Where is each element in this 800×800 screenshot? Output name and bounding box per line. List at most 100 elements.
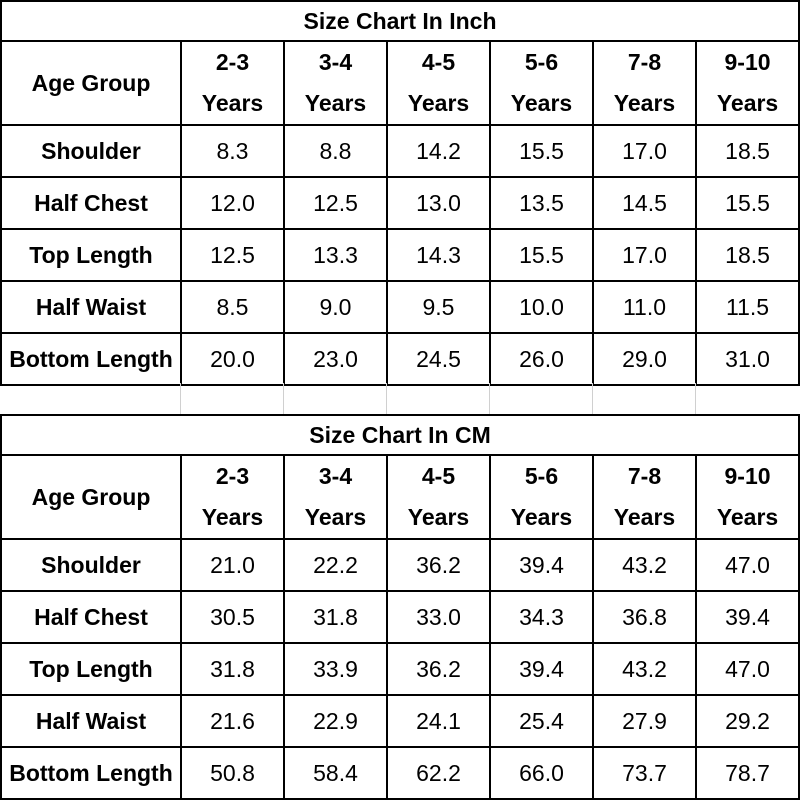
- size-table-inch: Size Chart In Inch Age Group 2-3 Years 3-…: [0, 0, 800, 386]
- value-cell: 13.5: [489, 176, 594, 230]
- table-row: Half Waist 8.5 9.0 9.5 10.0 11.0 11.5: [0, 280, 800, 334]
- age-header-cell: 9-10 Years: [694, 454, 800, 540]
- value-cell: 36.2: [386, 538, 491, 592]
- value-cell: 8.3: [180, 124, 285, 178]
- value-cell: 47.0: [694, 642, 800, 696]
- value-cell: 8.5: [180, 280, 285, 334]
- value-cell: 12.0: [180, 176, 285, 230]
- row-label: Top Length: [0, 228, 182, 282]
- age-range: 7-8: [627, 463, 662, 489]
- value-cell: 18.5: [694, 228, 800, 282]
- value-cell: 33.0: [386, 590, 491, 644]
- value-cell: 11.5: [694, 280, 800, 334]
- age-unit: Years: [716, 90, 779, 116]
- value-cell: 21.0: [180, 538, 285, 592]
- age-range: 5-6: [524, 49, 559, 75]
- age-header-cell: 4-5 Years: [386, 454, 491, 540]
- spacer-gridline: [386, 383, 387, 414]
- table-row: Bottom Length 20.0 23.0 24.5 26.0 29.0 3…: [0, 332, 800, 386]
- age-header-cell: 2-3 Years: [180, 454, 285, 540]
- value-cell: 39.4: [489, 538, 594, 592]
- age-range: 4-5: [421, 463, 456, 489]
- value-cell: 24.1: [386, 694, 491, 748]
- age-header-cell: 3-4 Years: [283, 40, 388, 126]
- header-row: Age Group 2-3 Years 3-4 Years 4-5 Years 5-6…: [0, 40, 800, 126]
- value-cell: 31.8: [180, 642, 285, 696]
- value-cell: 26.0: [489, 332, 594, 386]
- table-row: Shoulder 8.3 8.8 14.2 15.5 17.0 18.5: [0, 124, 800, 178]
- row-label: Top Length: [0, 642, 182, 696]
- table-title: Size Chart In CM: [0, 414, 800, 456]
- value-cell: 9.0: [283, 280, 388, 334]
- value-cell: 47.0: [694, 538, 800, 592]
- value-cell: 22.2: [283, 538, 388, 592]
- value-cell: 8.8: [283, 124, 388, 178]
- value-cell: 31.8: [283, 590, 388, 644]
- age-header-cell: 2-3 Years: [180, 40, 285, 126]
- value-cell: 62.2: [386, 746, 491, 800]
- value-cell: 12.5: [283, 176, 388, 230]
- age-range: 7-8: [627, 49, 662, 75]
- value-cell: 25.4: [489, 694, 594, 748]
- age-range: 3-4: [318, 463, 353, 489]
- value-cell: 78.7: [694, 746, 800, 800]
- value-cell: 13.3: [283, 228, 388, 282]
- age-unit: Years: [201, 90, 264, 116]
- age-range: 2-3: [215, 463, 250, 489]
- age-unit: Years: [510, 90, 573, 116]
- table-row: Bottom Length 50.8 58.4 62.2 66.0 73.7 7…: [0, 746, 800, 800]
- value-cell: 30.5: [180, 590, 285, 644]
- row-label: Bottom Length: [0, 746, 182, 800]
- spacer-gridline: [489, 383, 490, 414]
- age-unit: Years: [407, 90, 470, 116]
- table-row: Top Length 12.5 13.3 14.3 15.5 17.0 18.5: [0, 228, 800, 282]
- value-cell: 43.2: [592, 642, 697, 696]
- value-cell: 34.3: [489, 590, 594, 644]
- age-header-cell: 4-5 Years: [386, 40, 491, 126]
- value-cell: 39.4: [694, 590, 800, 644]
- age-range: 9-10: [724, 49, 771, 75]
- value-cell: 50.8: [180, 746, 285, 800]
- table-row: Half Chest 30.5 31.8 33.0 34.3 36.8 39.4: [0, 590, 800, 644]
- age-unit: Years: [716, 504, 779, 530]
- age-unit: Years: [613, 90, 676, 116]
- row-label: Bottom Length: [0, 332, 182, 386]
- value-cell: 73.7: [592, 746, 697, 800]
- table-row: Half Waist 21.6 22.9 24.1 25.4 27.9 29.2: [0, 694, 800, 748]
- value-cell: 10.0: [489, 280, 594, 334]
- value-cell: 15.5: [489, 124, 594, 178]
- age-unit: Years: [613, 504, 676, 530]
- size-chart-inch: Size Chart In Inch Age Group 2-3 Years 3-…: [0, 0, 800, 386]
- age-range: 5-6: [524, 463, 559, 489]
- value-cell: 12.5: [180, 228, 285, 282]
- age-group-label: Age Group: [0, 454, 182, 540]
- value-cell: 15.5: [489, 228, 594, 282]
- header-row: Age Group 2-3 Years 3-4 Years 4-5 Years 5-6…: [0, 454, 800, 540]
- row-label: Half Waist: [0, 694, 182, 748]
- row-label: Half Chest: [0, 176, 182, 230]
- size-chart-cm: Size Chart In CM Age Group 2-3 Years 3-4 Y…: [0, 414, 800, 800]
- value-cell: 17.0: [592, 124, 697, 178]
- value-cell: 24.5: [386, 332, 491, 386]
- value-cell: 21.6: [180, 694, 285, 748]
- value-cell: 17.0: [592, 228, 697, 282]
- value-cell: 13.0: [386, 176, 491, 230]
- value-cell: 14.3: [386, 228, 491, 282]
- age-unit: Years: [304, 504, 367, 530]
- spacer-gridline: [283, 383, 284, 414]
- age-header-cell: 5-6 Years: [489, 454, 594, 540]
- row-label: Shoulder: [0, 124, 182, 178]
- table-spacer: [0, 383, 800, 414]
- value-cell: 14.2: [386, 124, 491, 178]
- value-cell: 66.0: [489, 746, 594, 800]
- value-cell: 11.0: [592, 280, 697, 334]
- value-cell: 22.9: [283, 694, 388, 748]
- age-header-cell: 7-8 Years: [592, 40, 697, 126]
- value-cell: 36.2: [386, 642, 491, 696]
- value-cell: 36.8: [592, 590, 697, 644]
- age-header-cell: 5-6 Years: [489, 40, 594, 126]
- age-unit: Years: [407, 504, 470, 530]
- value-cell: 29.2: [694, 694, 800, 748]
- spacer-gridline: [180, 383, 181, 414]
- age-range: 3-4: [318, 49, 353, 75]
